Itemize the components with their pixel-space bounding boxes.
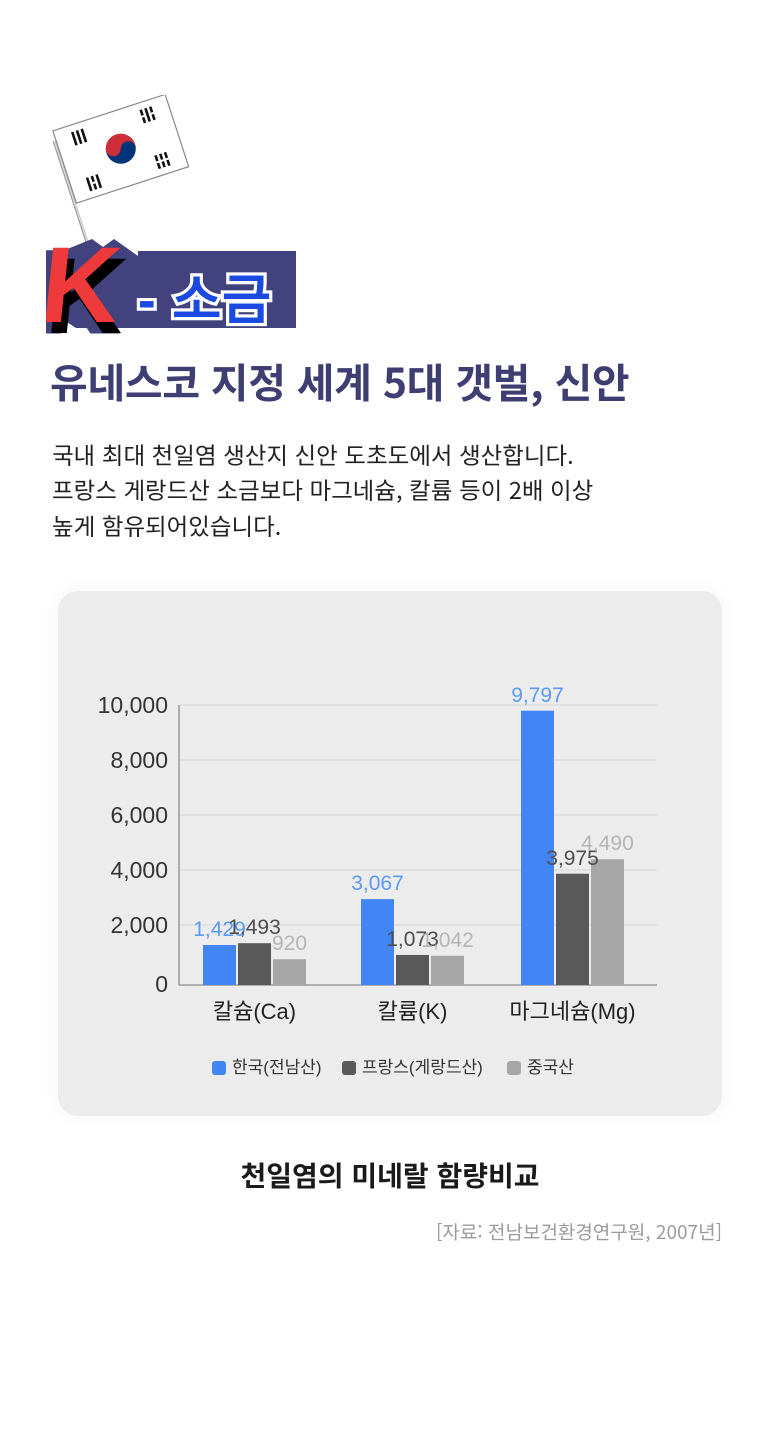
svg-text:0: 0 [155,971,168,997]
svg-text:1,042: 1,042 [421,929,474,952]
svg-text:칼슘(Ca): 칼슘(Ca) [213,999,296,1024]
svg-text:2,000: 2,000 [110,912,168,938]
svg-text:3,067: 3,067 [351,872,404,895]
svg-text:마그네슘(Mg): 마그네슘(Mg) [509,999,635,1024]
svg-text:한국(전남산): 한국(전남산) [232,1058,322,1077]
svg-text:중국산: 중국산 [527,1058,574,1077]
svg-text:4,490: 4,490 [581,832,634,855]
svg-text:4,000: 4,000 [110,857,168,883]
svg-text:칼륨(K): 칼륨(K) [378,999,448,1024]
svg-text:프랑스(게랑드산): 프랑스(게랑드산) [362,1058,483,1077]
svg-text:- 소금: - 소금 [138,271,272,330]
svg-text:9,797: 9,797 [511,684,564,707]
svg-text:K: K [46,238,126,338]
svg-text:10,000: 10,000 [98,692,168,718]
svg-text:8,000: 8,000 [110,747,168,773]
svg-text:920: 920 [272,932,307,955]
svg-text:6,000: 6,000 [110,802,168,828]
